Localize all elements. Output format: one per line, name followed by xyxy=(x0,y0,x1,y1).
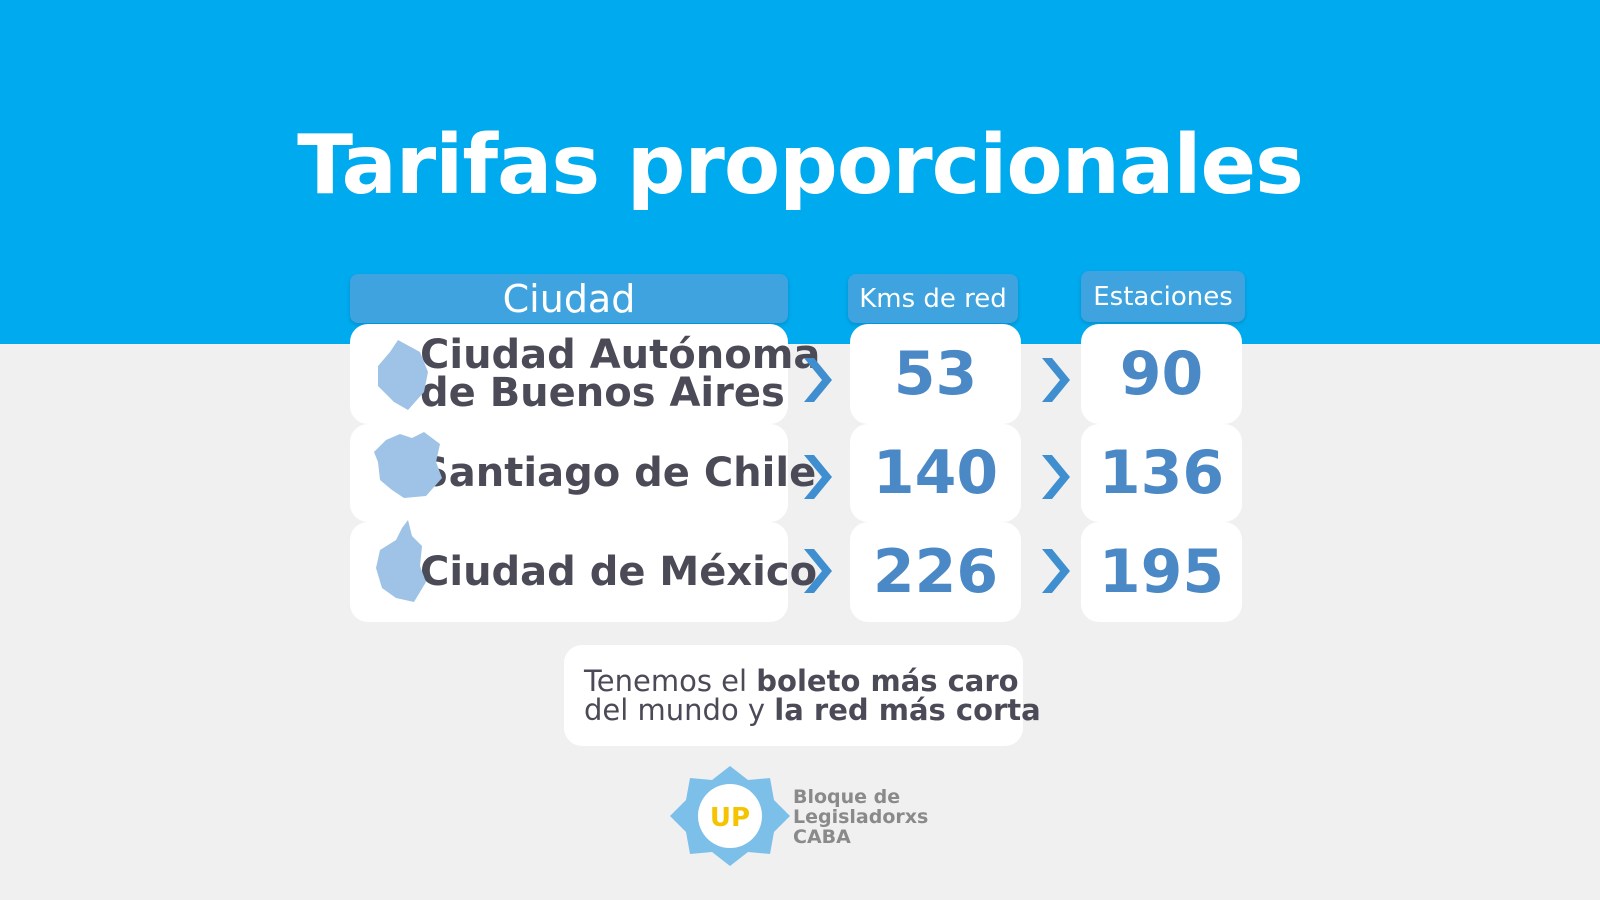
city-card xyxy=(350,522,788,622)
city-name: Ciudad Autónoma de Buenos Aires xyxy=(420,324,820,424)
logo-mark xyxy=(670,766,790,866)
note-segment: del mundo y xyxy=(584,692,775,727)
header-band xyxy=(0,0,1600,344)
title: Tarifas proporcionales xyxy=(297,118,1304,213)
logo-line: Bloque de xyxy=(793,786,901,808)
column-header: Ciudad xyxy=(350,274,788,323)
column-header: Estaciones xyxy=(1081,271,1245,322)
logo-text: Bloque de Legisladorxs CABA xyxy=(793,787,928,847)
note-line: Tenemos el boleto más caro xyxy=(584,663,1023,698)
kms-value: 140 xyxy=(872,438,999,508)
stations-card xyxy=(1081,522,1242,622)
note-line: del mundo y la red más corta xyxy=(584,692,1041,727)
city-name-line: Ciudad de México xyxy=(420,549,818,595)
note-segment: Tenemos el xyxy=(584,663,757,698)
city-name: Santiago de Chile xyxy=(420,424,816,522)
kms-card xyxy=(850,522,1021,622)
city-name-line: de Buenos Aires xyxy=(420,370,785,416)
stations-card xyxy=(1081,424,1242,522)
city-maps xyxy=(374,340,442,602)
city-name: Ciudad de México xyxy=(420,522,817,622)
note-segment: boleto más caro xyxy=(756,663,1019,698)
stations-card xyxy=(1081,324,1242,424)
arrows xyxy=(804,358,1070,593)
note: Tenemos el boleto más caro del mundo y la… xyxy=(564,645,1041,746)
kms-card xyxy=(850,424,1021,522)
stations-value: 90 xyxy=(1119,339,1204,409)
logo-line: CABA xyxy=(793,826,851,848)
city-name-line: Santiago de Chile xyxy=(420,450,817,496)
logo-mark-text: UP xyxy=(710,803,750,833)
stations-value: 195 xyxy=(1098,537,1225,607)
city-name-line: Ciudad Autónoma xyxy=(420,332,821,378)
kms-value: 53 xyxy=(893,339,978,409)
kms-value: 226 xyxy=(872,537,999,607)
column-header: Kms de red xyxy=(848,274,1018,323)
kms-card xyxy=(850,324,1021,424)
logo-line: Legisladorxs xyxy=(793,806,929,828)
note-segment: la red más corta xyxy=(774,692,1041,727)
stations-value: 136 xyxy=(1098,438,1225,508)
